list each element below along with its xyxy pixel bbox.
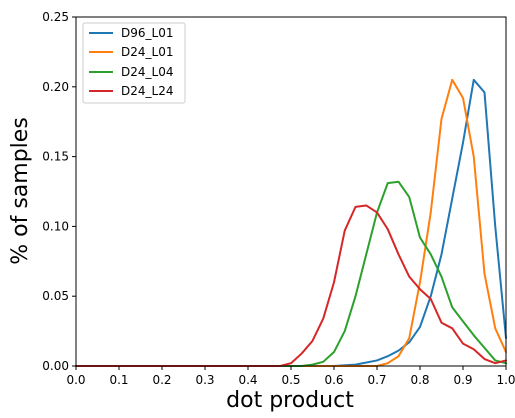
plot-series — [75, 78, 507, 367]
x-tick-label: 1.0 — [496, 373, 515, 387]
x-tick-label: 0.6 — [324, 373, 343, 387]
y-axis: 0.00 0.05 0.10 0.15 0.20 0.25 — [42, 10, 76, 373]
legend-label-d24-l01: D24_L01 — [121, 45, 173, 59]
x-tick-label: 0.1 — [109, 373, 128, 387]
legend: D96_L01 D24_L01 D24_L04 D24_L24 — [82, 22, 186, 104]
y-tick-label: 0.10 — [42, 219, 69, 233]
x-tick-label: 0.8 — [410, 373, 429, 387]
x-tick-label: 0.4 — [238, 373, 257, 387]
series-line-d24-l24 — [75, 204, 507, 367]
x-tick-label: 0.2 — [152, 373, 171, 387]
legend-label-d24-l24: D24_L24 — [121, 84, 173, 98]
x-tick-label: 0.9 — [453, 373, 472, 387]
legend-label-d24-l04: D24_L04 — [121, 65, 173, 79]
y-tick-label: 0.25 — [42, 10, 69, 24]
x-tick-label: 0.7 — [367, 373, 386, 387]
x-axis: 0.0 0.1 0.2 0.3 0.4 0.5 0.6 0.7 0.8 0.9 1.0 — [66, 366, 515, 387]
y-tick-label: 0.20 — [42, 80, 69, 94]
y-tick-label: 0.05 — [42, 289, 69, 303]
legend-frame — [82, 22, 186, 104]
y-axis-label: % of samples — [8, 117, 33, 265]
series-line-d24-l04 — [75, 180, 507, 367]
legend-label-d96-l01: D96_L01 — [121, 26, 173, 40]
y-tick-label: 0.00 — [42, 359, 69, 373]
y-tick-label: 0.15 — [42, 150, 69, 164]
x-axis-label: dot product — [226, 388, 354, 413]
x-tick-label: 0.0 — [66, 373, 85, 387]
x-tick-label: 0.3 — [195, 373, 214, 387]
x-tick-label: 0.5 — [281, 373, 300, 387]
